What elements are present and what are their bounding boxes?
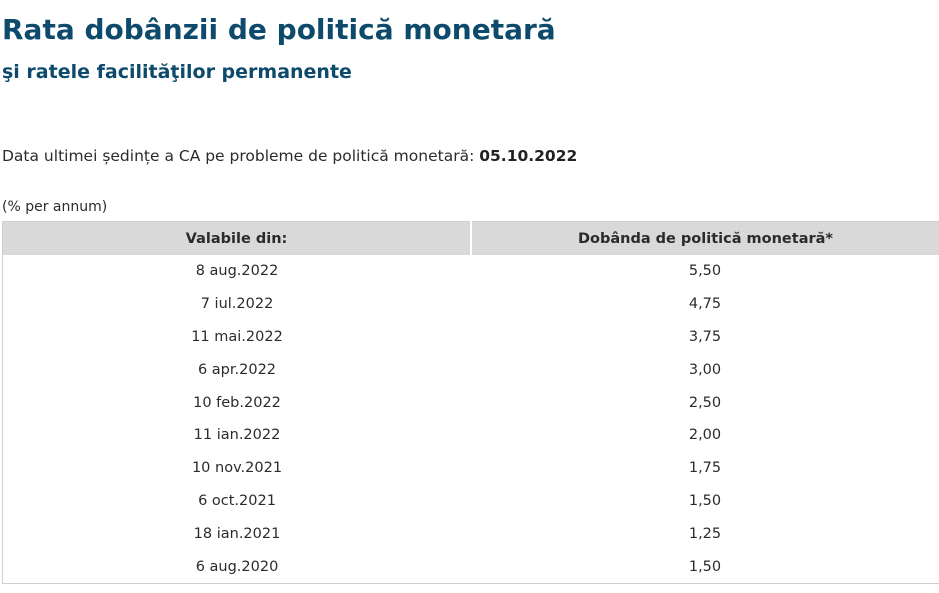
last-meeting-date: 05.10.2022: [479, 147, 578, 165]
cell-policy-rate: 1,50: [688, 492, 722, 509]
table-row: 11 mai.2022 3,75: [3, 321, 939, 354]
cell-valid-from: 10 feb.2022: [193, 394, 281, 411]
units-note: (% per annum): [2, 199, 108, 215]
last-meeting-info: Data ultimei ședințe a CA pe probleme de…: [2, 145, 577, 167]
cell-policy-rate: 2,00: [688, 427, 722, 444]
page-subtitle: şi ratele facilităţilor permanente: [2, 61, 352, 83]
table-row: 6 apr.2022 3,00: [3, 353, 939, 386]
cell-valid-from: 11 mai.2022: [191, 328, 283, 345]
cell-policy-rate: 1,75: [688, 460, 722, 477]
cell-policy-rate: 5,50: [688, 263, 722, 280]
cell-policy-rate: 3,00: [688, 361, 722, 378]
policy-rate-table: Valabile din: Dobânda de politică moneta…: [2, 221, 939, 584]
cell-valid-from: 18 ian.2021: [193, 525, 281, 542]
cell-valid-from: 6 apr.2022: [197, 361, 277, 378]
table-row: 7 iul.2022 4,75: [3, 288, 939, 321]
column-header-valid-from: Valabile din:: [2, 221, 472, 255]
cell-valid-from: 7 iul.2022: [200, 296, 274, 313]
table-row: 6 aug.2020 1,50: [3, 550, 939, 583]
table-row: 18 ian.2021 1,25: [3, 517, 939, 550]
table-row: 8 aug.2022 5,50: [3, 255, 939, 288]
cell-policy-rate: 4,75: [688, 296, 722, 313]
table-row: 10 feb.2022 2,50: [3, 386, 939, 419]
cell-valid-from: 11 ian.2022: [193, 427, 281, 444]
table-header-row: Valabile din: Dobânda de politică moneta…: [2, 221, 939, 255]
last-meeting-label: Data ultimei ședințe a CA pe probleme de…: [2, 147, 475, 165]
table-body: 8 aug.2022 5,50 7 iul.2022 4,75 11 mai.2022 3…: [3, 255, 939, 583]
table-row: 10 nov.2021 1,75: [3, 452, 939, 485]
table-row: 6 oct.2021 1,50: [3, 485, 939, 518]
cell-valid-from: 10 nov.2021: [191, 460, 283, 477]
cell-valid-from: 8 aug.2022: [195, 263, 279, 280]
cell-policy-rate: 2,50: [688, 394, 722, 411]
column-header-policy-rate: Dobânda de politică monetară*: [471, 221, 939, 255]
table-row: 11 ian.2022 2,00: [3, 419, 939, 452]
cell-policy-rate: 1,50: [688, 558, 722, 575]
cell-valid-from: 6 oct.2021: [198, 492, 276, 509]
page-title: Rata dobânzii de politică monetară: [2, 13, 556, 46]
cell-policy-rate: 3,75: [688, 328, 722, 345]
cell-policy-rate: 1,25: [688, 525, 722, 542]
cell-valid-from: 6 aug.2020: [195, 558, 279, 575]
